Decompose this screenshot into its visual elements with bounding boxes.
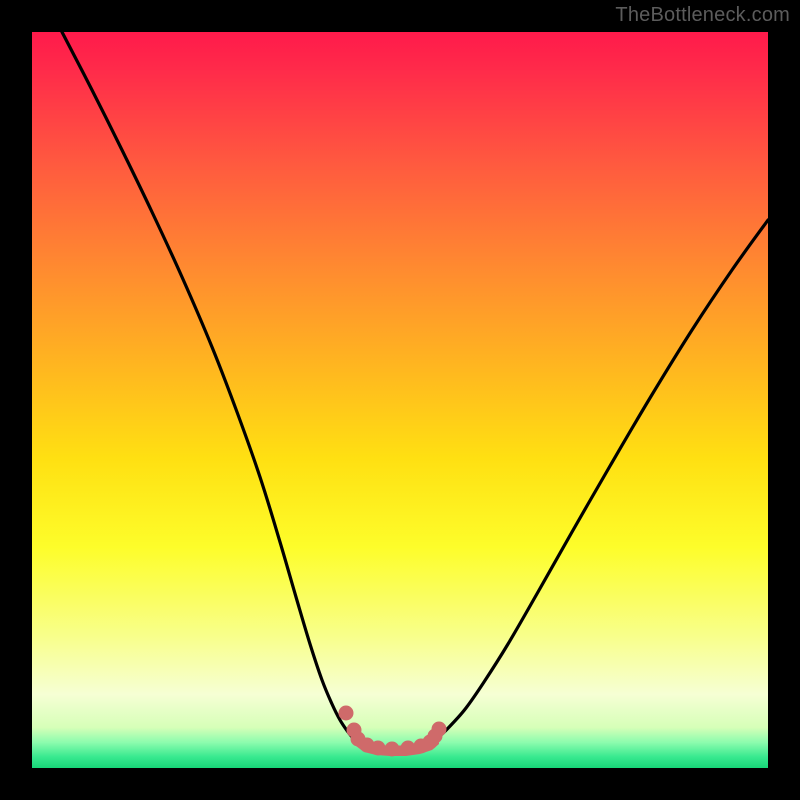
valley-marker-dot xyxy=(401,741,416,756)
plot-svg xyxy=(32,32,768,768)
valley-marker-dot xyxy=(339,706,354,721)
chart-stage: TheBottleneck.com xyxy=(0,0,800,800)
plot-background xyxy=(32,32,768,768)
valley-marker-dot xyxy=(385,742,400,757)
plot-frame xyxy=(32,32,768,768)
valley-marker-dot xyxy=(371,741,386,756)
valley-marker-dot xyxy=(432,722,447,737)
watermark-text: TheBottleneck.com xyxy=(615,4,790,27)
